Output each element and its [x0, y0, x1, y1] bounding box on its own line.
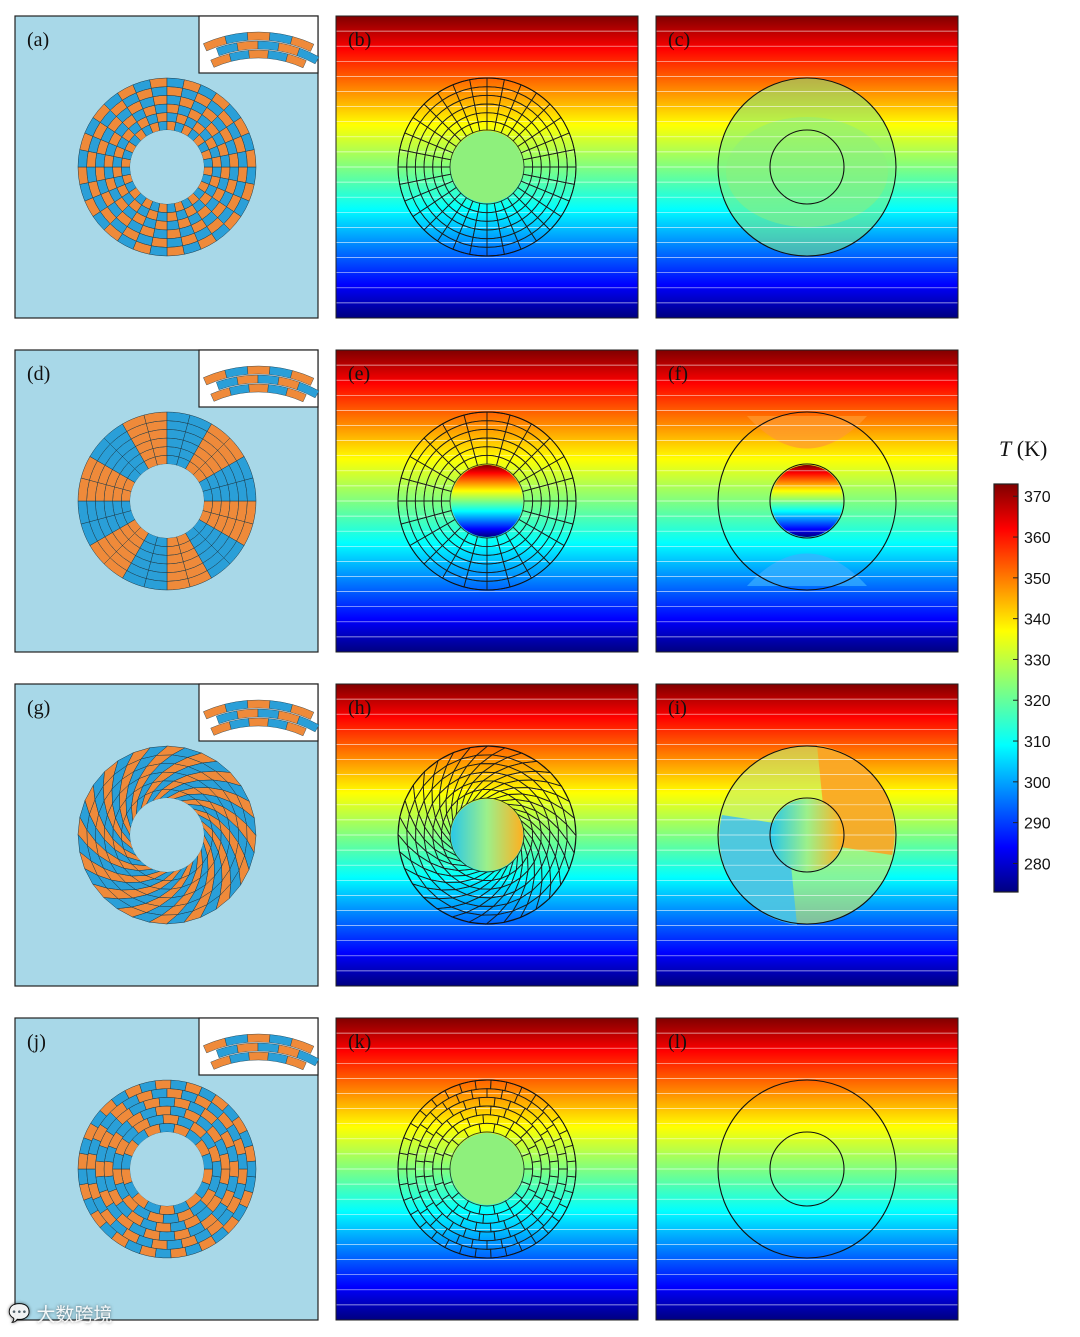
metamaterial-ring: [77, 411, 257, 591]
panel-label-structure: (a): [27, 29, 49, 51]
temperature-field-panel: (h): [335, 683, 639, 987]
effective-medium-panel: (f): [655, 349, 959, 653]
colorbar-title: T (K): [999, 436, 1047, 461]
metamaterial-ring: [77, 745, 257, 925]
colorbar-tick-label: 300: [1024, 775, 1051, 792]
effective-medium-panel: (i): [655, 683, 959, 987]
figure-row-spiral: (g) (h) (i): [14, 683, 959, 987]
panel-label-effective: (l): [668, 1031, 687, 1053]
temperature-colorbar: T (K) 370 360 350 340 330 320 310 300 290 280: [993, 436, 1051, 893]
colorbar-tick-label: 370: [1024, 489, 1051, 506]
temperature-field-panel: (k): [335, 1017, 639, 1321]
colorbar-tick-label: 320: [1024, 693, 1051, 710]
tile-inset: [198, 683, 320, 742]
panel-label-field: (h): [348, 697, 371, 719]
figure-row-radial-sectors: (d) (e) (f): [14, 349, 959, 653]
tile-inset: [198, 15, 320, 74]
effective-medium-panel: (l): [655, 1017, 959, 1321]
temperature-field-panel: (b): [335, 15, 639, 319]
watermark-text: 大数跨境: [36, 1304, 113, 1326]
structure-panel: (d): [14, 349, 320, 653]
tile-inset: [198, 1017, 320, 1076]
panel-label-effective: (f): [668, 363, 688, 385]
colorbar-gradient: [993, 483, 1019, 893]
colorbar-tick-label: 350: [1024, 571, 1051, 588]
panel-label-structure: (d): [27, 363, 50, 385]
panel-label-effective: (i): [668, 697, 687, 719]
watermark: 💬 大数跨境: [8, 1300, 112, 1327]
panel-label-structure: (g): [27, 697, 50, 719]
colorbar-tick-label: 280: [1024, 856, 1051, 873]
panel-label-field: (e): [348, 363, 370, 385]
panel-label-structure: (j): [27, 1031, 46, 1053]
colorbar-tick-label: 340: [1024, 612, 1051, 629]
tile-inset: [198, 349, 320, 408]
panel-label-field: (b): [348, 29, 371, 51]
colorbar-tick-label: 290: [1024, 816, 1051, 833]
effective-medium-panel: (c): [655, 15, 959, 319]
metamaterial-ring: [77, 77, 257, 257]
colorbar-tick-label: 360: [1024, 530, 1051, 547]
wechat-logo-icon: 💬: [8, 1303, 31, 1324]
temperature-field-panel: (e): [335, 349, 639, 653]
structure-panel: (j): [14, 1017, 320, 1321]
panel-label-field: (k): [348, 1031, 371, 1053]
structure-panel: (g): [14, 683, 320, 987]
colorbar-tick-label: 310: [1024, 734, 1051, 751]
figure-row-brick-ring: (j) (k) (l): [14, 1017, 959, 1321]
panel-label-effective: (c): [668, 29, 690, 51]
structure-panel: (a): [14, 15, 320, 319]
colorbar-tick-label: 330: [1024, 652, 1051, 669]
figure-row-concentric: (a) (b) (c): [14, 15, 959, 319]
metamaterial-ring: [77, 1079, 257, 1259]
